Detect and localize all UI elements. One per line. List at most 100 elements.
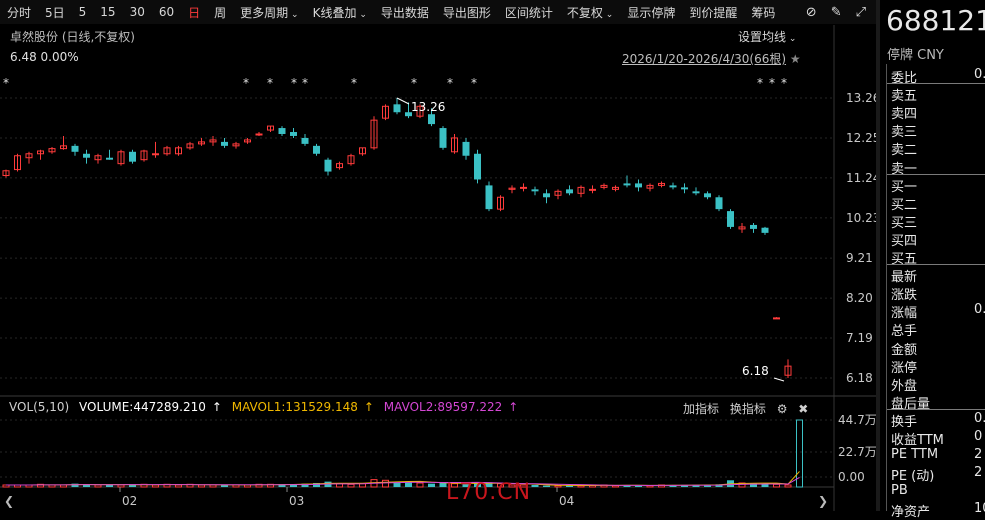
volume-bar: [152, 484, 159, 488]
candle-body: [370, 119, 378, 149]
time-tick-label: 02: [122, 494, 137, 508]
volume-bar: [198, 484, 205, 488]
candle-body: [439, 128, 447, 148]
mavol2-value: MAVOL2:89597.222: [383, 400, 503, 414]
candle-body: [301, 137, 309, 144]
date-range-label: 2026/1/20-2026/4/30(66根) ★: [622, 50, 801, 67]
pin-icon[interactable]: ★: [789, 52, 801, 66]
expand-icon[interactable]: ⤢: [855, 4, 866, 20]
toolbar-item-9[interactable]: K线叠加: [306, 4, 374, 21]
candle-body: [347, 155, 355, 165]
add-indicator-button[interactable]: 加指标: [683, 402, 720, 416]
candle-body: [497, 196, 504, 210]
candle-body: [152, 153, 159, 156]
candle-body: [635, 183, 642, 188]
toolbar-item-3[interactable]: 15: [100, 5, 116, 19]
toolbar-item-10[interactable]: 导出数据: [380, 5, 429, 20]
toolbar-item-5[interactable]: 60: [158, 5, 175, 19]
candle-body: [508, 187, 516, 190]
volume-bar: [301, 483, 309, 487]
toolbar-item-1[interactable]: 5日: [45, 5, 65, 20]
toolbar-item-13[interactable]: 不复权: [560, 4, 620, 21]
candle-body: [14, 155, 21, 171]
quote-row-value: 0.: [974, 410, 985, 426]
volume-bar: [474, 482, 481, 487]
candle-body: [462, 141, 470, 156]
candle-body: [543, 193, 550, 198]
volume-bar: [37, 483, 44, 488]
candle-body: [554, 190, 562, 196]
toolbar-item-8[interactable]: 更多周期: [233, 4, 305, 21]
candle-body: [83, 153, 90, 158]
quote-row-label: PE TTM: [891, 447, 939, 463]
quote-panel-border: [886, 64, 887, 511]
candle-body: [336, 163, 343, 169]
volume-bar: [761, 484, 769, 487]
quote-row-label: 最新: [891, 270, 918, 286]
candle-body: [267, 125, 274, 131]
check-circle-icon[interactable]: ⊘: [805, 4, 817, 20]
event-marker-icon: *: [3, 76, 9, 90]
quote-row-label: 买二: [891, 197, 918, 213]
candle-body: [163, 147, 171, 155]
quote-row-label: 收益TTM: [891, 433, 944, 448]
kline-chart[interactable]: 13.26 12.25 11.24 10.23 9.21 8.20 7.19 6.18 * * * *…: [0, 0, 876, 511]
arrow-up-icon: ↑: [211, 400, 222, 414]
event-marker-icon: *: [447, 76, 453, 90]
toolbar-item-12[interactable]: 区间统计: [504, 5, 553, 20]
candle-body: [313, 145, 320, 154]
toolbar-item-11[interactable]: 导出图形: [442, 5, 491, 20]
candle-body: [140, 150, 148, 161]
toolbar-item-16[interactable]: 筹码: [751, 5, 776, 20]
panel-divider: [876, 0, 880, 511]
close-icon[interactable]: ✖: [798, 402, 809, 416]
toolbar-item-0[interactable]: 分时: [7, 5, 32, 20]
candle-body: [382, 105, 389, 119]
volume-bar: [623, 484, 631, 487]
volume-bar: [290, 484, 297, 487]
candle-body: [566, 189, 573, 194]
candle-body: [25, 153, 33, 159]
quote-row-label: PE (动): [891, 469, 935, 485]
date-range-text[interactable]: 2026/1/20-2026/4/30(66根): [622, 52, 787, 66]
volume-bar: [71, 483, 79, 487]
ma-settings-dropdown[interactable]: 设置均线: [738, 28, 796, 45]
quote-row-label: 涨停: [891, 360, 918, 376]
candle-body: [393, 104, 401, 113]
event-marker-icon: *: [411, 76, 417, 90]
toolbar-item-14[interactable]: 显示停牌: [627, 5, 676, 20]
candle-body: [48, 148, 56, 153]
quote-row-label: 卖一: [891, 161, 918, 177]
candle-body: [704, 193, 711, 198]
gear-icon[interactable]: ⚙: [776, 402, 788, 416]
quote-row-value: 10: [974, 501, 985, 517]
scroll-left-icon: ❮: [4, 494, 14, 508]
quote-row-value: 0: [974, 429, 983, 444]
volume-bar: [416, 482, 424, 488]
volume-tools: 加指标 换指标 ⚙ ✖: [683, 400, 815, 417]
price-change-label: 6.48 0.00%: [10, 50, 79, 64]
volume-bar: [462, 483, 470, 487]
quote-row-label: 外盘: [891, 378, 918, 394]
candle-body: [612, 186, 619, 190]
brush-icon[interactable]: ✎: [830, 4, 842, 20]
candle-body: [221, 141, 228, 146]
toolbar-item-6[interactable]: 日: [188, 5, 201, 20]
volume-bar: [382, 479, 389, 488]
toolbar-item-15[interactable]: 到价提醒: [689, 5, 738, 20]
quote-panel: 688121 停牌 CNY 委比 0. 卖五卖四卖三卖二卖一买一买二买三买四买五最新…: [880, 0, 985, 520]
quote-divider: [887, 173, 985, 175]
toolbar-item-4[interactable]: 30: [129, 5, 145, 19]
quote-row-label: PB: [891, 483, 908, 499]
candle-body: [600, 184, 608, 188]
candle-body: [750, 224, 757, 229]
quote-row-label: 卖二: [891, 143, 918, 159]
change-indicator-button[interactable]: 换指标: [729, 402, 766, 416]
mavol1-value: MAVOL1:131529.148: [231, 400, 358, 414]
candle-body: [773, 317, 780, 320]
candle-body: [117, 151, 125, 165]
candle-body: [681, 187, 688, 190]
min-price-label: 6.18: [742, 364, 769, 378]
toolbar-item-2[interactable]: 5: [78, 5, 87, 19]
toolbar-item-7[interactable]: 周: [214, 5, 227, 20]
